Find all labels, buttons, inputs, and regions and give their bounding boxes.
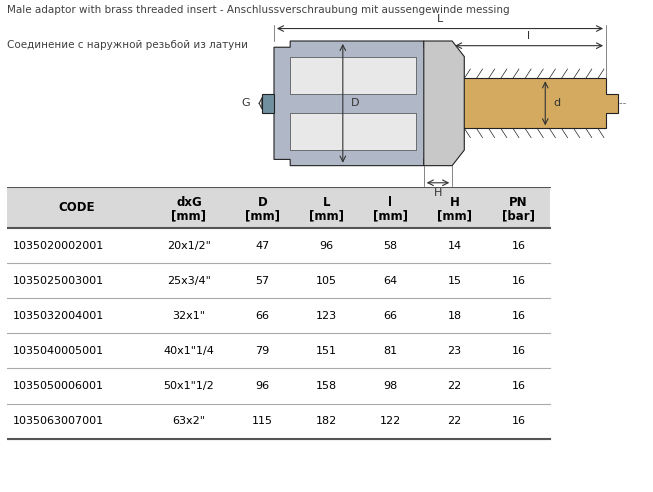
Text: dxG: dxG	[176, 196, 202, 209]
Text: Male adaptor with brass threaded insert - Anschlussverschraubung mit aussengewin: Male adaptor with brass threaded insert …	[7, 5, 509, 15]
Text: 50x1"1/2: 50x1"1/2	[163, 381, 214, 391]
Text: L: L	[437, 14, 443, 24]
Text: 151: 151	[316, 346, 337, 356]
Text: Соединение с наружной резьбой из латуни: Соединение с наружной резьбой из латуни	[7, 40, 247, 50]
Text: 23: 23	[447, 346, 462, 356]
Text: 182: 182	[316, 416, 337, 426]
Text: 96: 96	[255, 381, 270, 391]
Text: [mm]: [mm]	[172, 210, 206, 222]
Text: 16: 16	[511, 241, 526, 251]
Text: 81: 81	[383, 346, 398, 356]
Text: 16: 16	[511, 346, 526, 356]
Text: 57: 57	[255, 276, 270, 286]
Polygon shape	[290, 113, 416, 150]
Text: 32x1": 32x1"	[172, 311, 206, 321]
Text: 16: 16	[511, 276, 526, 286]
Text: 22: 22	[447, 381, 462, 391]
Text: 1035025003001: 1035025003001	[13, 276, 104, 286]
Polygon shape	[452, 78, 618, 128]
Text: H: H	[434, 188, 442, 198]
Text: L: L	[323, 196, 330, 209]
Text: l: l	[389, 196, 392, 209]
Text: 15: 15	[447, 276, 462, 286]
Text: PN: PN	[509, 196, 528, 209]
Text: 79: 79	[255, 346, 270, 356]
Text: l: l	[528, 31, 531, 41]
Text: [bar]: [bar]	[502, 210, 535, 222]
Text: 40x1"1/4: 40x1"1/4	[163, 346, 214, 356]
Text: 16: 16	[511, 311, 526, 321]
Text: 1035063007001: 1035063007001	[13, 416, 104, 426]
Text: G: G	[241, 98, 249, 108]
Text: 25x3/4": 25x3/4"	[167, 276, 211, 286]
Text: 1035040005001: 1035040005001	[13, 346, 104, 356]
Text: [mm]: [mm]	[245, 210, 280, 222]
Text: 18: 18	[447, 311, 462, 321]
Polygon shape	[424, 41, 464, 166]
Text: 64: 64	[383, 276, 398, 286]
Text: 66: 66	[255, 311, 270, 321]
Text: CODE: CODE	[59, 201, 95, 214]
Text: 1035020002001: 1035020002001	[13, 241, 104, 251]
Text: 66: 66	[383, 311, 398, 321]
Text: H: H	[449, 196, 460, 209]
Text: 47: 47	[255, 241, 270, 251]
Text: 1035050006001: 1035050006001	[13, 381, 104, 391]
Text: 96: 96	[319, 241, 334, 251]
Text: d: d	[553, 98, 560, 108]
Text: 115: 115	[252, 416, 273, 426]
Polygon shape	[290, 57, 416, 94]
Text: 158: 158	[316, 381, 337, 391]
Text: 20x1/2": 20x1/2"	[167, 241, 211, 251]
Text: 122: 122	[380, 416, 401, 426]
Text: [mm]: [mm]	[309, 210, 344, 222]
Text: 58: 58	[383, 241, 398, 251]
Text: 105: 105	[316, 276, 337, 286]
Text: 98: 98	[383, 381, 398, 391]
Polygon shape	[262, 94, 274, 113]
Text: 63x2": 63x2"	[172, 416, 206, 426]
Text: 123: 123	[316, 311, 337, 321]
FancyBboxPatch shape	[7, 187, 550, 228]
Text: 16: 16	[511, 381, 526, 391]
Text: [mm]: [mm]	[437, 210, 472, 222]
Text: 1035032004001: 1035032004001	[13, 311, 104, 321]
Text: 14: 14	[447, 241, 462, 251]
Text: D: D	[258, 196, 267, 209]
Text: D: D	[351, 98, 359, 108]
Polygon shape	[274, 41, 452, 166]
Text: 22: 22	[447, 416, 462, 426]
Text: [mm]: [mm]	[373, 210, 408, 222]
Text: 16: 16	[511, 416, 526, 426]
